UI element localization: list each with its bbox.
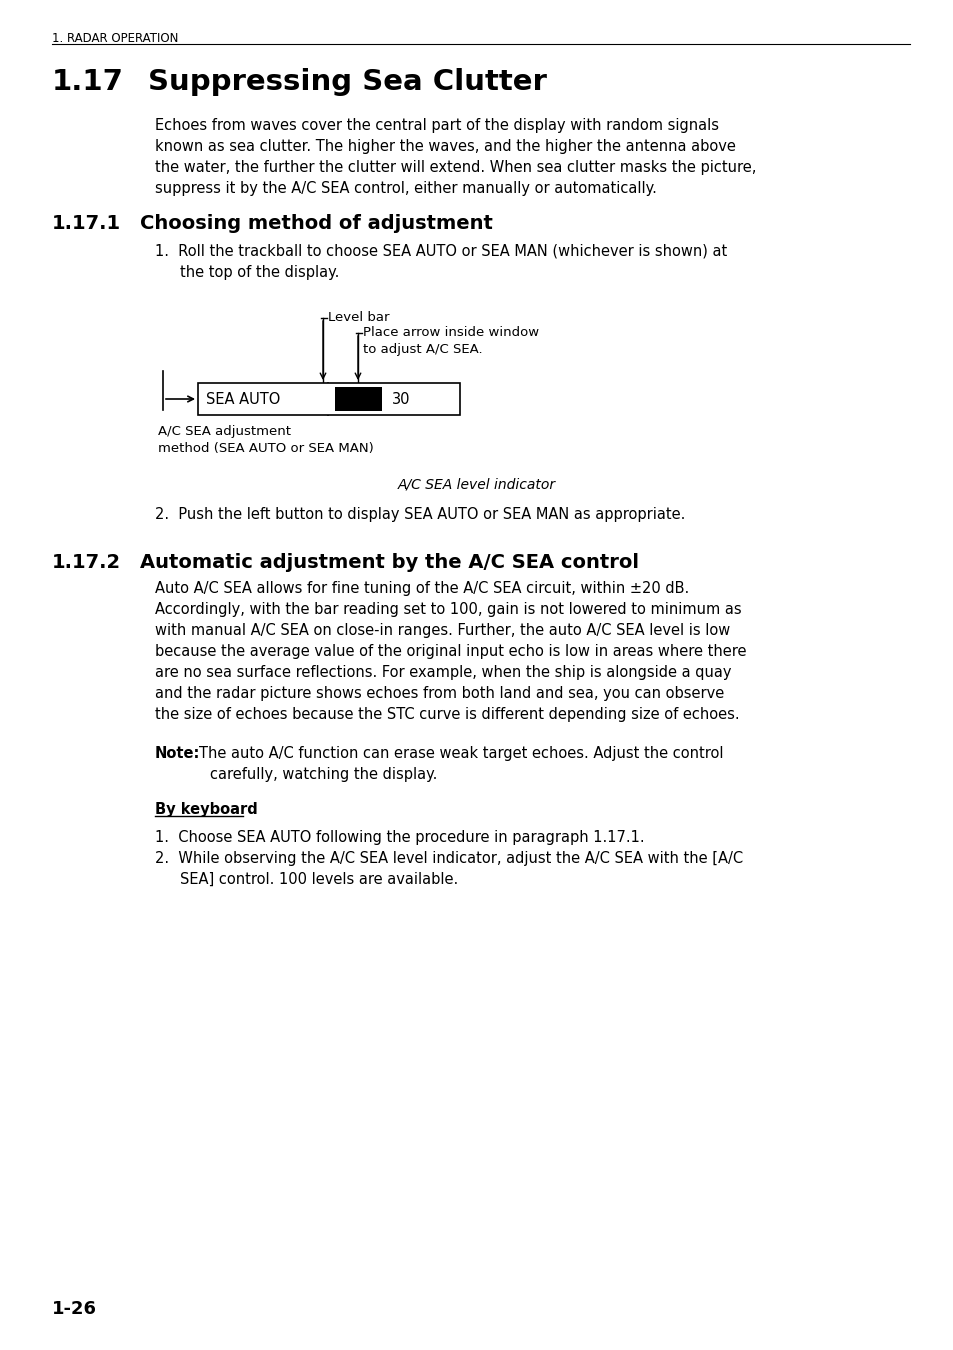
- Text: Choosing method of adjustment: Choosing method of adjustment: [140, 215, 493, 234]
- Text: 1.17.2: 1.17.2: [52, 554, 121, 572]
- Text: Place arrow inside window: Place arrow inside window: [363, 325, 538, 339]
- Text: 1-26: 1-26: [52, 1300, 97, 1318]
- Text: 30: 30: [392, 392, 410, 406]
- Text: Auto A/C SEA allows for fine tuning of the A/C SEA circuit, within ±20 dB.: Auto A/C SEA allows for fine tuning of t…: [154, 580, 688, 595]
- Text: Echoes from waves cover the central part of the display with random signals: Echoes from waves cover the central part…: [154, 117, 719, 134]
- Text: the size of echoes because the STC curve is different depending size of echoes.: the size of echoes because the STC curve…: [154, 707, 739, 722]
- Text: Accordingly, with the bar reading set to 100, gain is not lowered to minimum as: Accordingly, with the bar reading set to…: [154, 602, 740, 617]
- Text: 2.  Push the left button to display SEA AUTO or SEA MAN as appropriate.: 2. Push the left button to display SEA A…: [154, 508, 684, 522]
- Text: Note:: Note:: [154, 747, 200, 761]
- Text: By keyboard: By keyboard: [154, 802, 257, 817]
- Text: to adjust A/C SEA.: to adjust A/C SEA.: [363, 343, 482, 356]
- Text: because the average value of the original input echo is low in areas where there: because the average value of the origina…: [154, 644, 745, 659]
- Text: 1.  Choose SEA AUTO following the procedure in paragraph 1.17.1.: 1. Choose SEA AUTO following the procedu…: [154, 830, 644, 845]
- Text: A/C SEA level indicator: A/C SEA level indicator: [397, 477, 556, 491]
- Text: SEA AUTO: SEA AUTO: [206, 392, 280, 406]
- Text: and the radar picture shows echoes from both land and sea, you can observe: and the radar picture shows echoes from …: [154, 686, 723, 701]
- Text: SEA] control. 100 levels are available.: SEA] control. 100 levels are available.: [180, 872, 457, 887]
- Text: 2.  While observing the A/C SEA level indicator, adjust the A/C SEA with the [A/: 2. While observing the A/C SEA level ind…: [154, 850, 742, 865]
- Text: 1.17: 1.17: [52, 68, 124, 96]
- Text: Level bar: Level bar: [328, 310, 389, 324]
- Text: carefully, watching the display.: carefully, watching the display.: [210, 767, 436, 782]
- Text: known as sea clutter. The higher the waves, and the higher the antenna above: known as sea clutter. The higher the wav…: [154, 139, 735, 154]
- Text: 1.  Roll the trackball to choose SEA AUTO or SEA MAN (whichever is shown) at: 1. Roll the trackball to choose SEA AUTO…: [154, 244, 726, 259]
- Bar: [335, 387, 381, 410]
- Text: are no sea surface reflections. For example, when the ship is alongside a quay: are no sea surface reflections. For exam…: [154, 666, 731, 680]
- Text: 1. RADAR OPERATION: 1. RADAR OPERATION: [52, 32, 178, 45]
- Text: the water, the further the clutter will extend. When sea clutter masks the pictu: the water, the further the clutter will …: [154, 161, 756, 176]
- Text: The auto A/C function can erase weak target echoes. Adjust the control: The auto A/C function can erase weak tar…: [199, 747, 722, 761]
- Text: the top of the display.: the top of the display.: [180, 265, 339, 279]
- Text: suppress it by the A/C SEA control, either manually or automatically.: suppress it by the A/C SEA control, eith…: [154, 181, 657, 196]
- Text: A/C SEA adjustment: A/C SEA adjustment: [158, 425, 291, 437]
- Text: Automatic adjustment by the A/C SEA control: Automatic adjustment by the A/C SEA cont…: [140, 554, 639, 572]
- Text: Suppressing Sea Clutter: Suppressing Sea Clutter: [148, 68, 546, 96]
- Text: method (SEA AUTO or SEA MAN): method (SEA AUTO or SEA MAN): [158, 441, 374, 455]
- Text: with manual A/C SEA on close-in ranges. Further, the auto A/C SEA level is low: with manual A/C SEA on close-in ranges. …: [154, 622, 729, 639]
- Bar: [198, 383, 459, 414]
- Text: 1.17.1: 1.17.1: [52, 215, 121, 234]
